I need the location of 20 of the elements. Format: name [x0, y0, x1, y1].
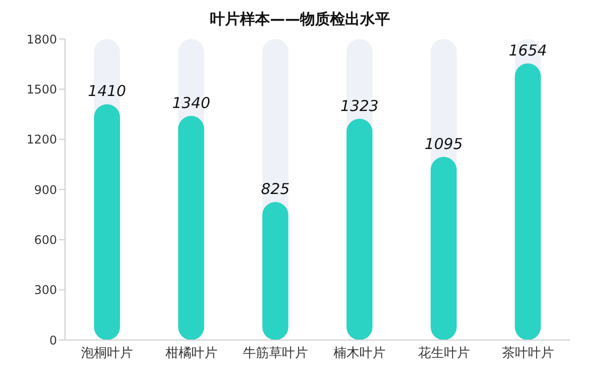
y-tick-label: 300	[34, 283, 57, 298]
x-tick-label: 牛筋草叶片	[242, 346, 308, 362]
y-tick-label: 600	[34, 232, 57, 247]
x-tick-label: 楠木叶片	[334, 346, 386, 362]
y-tick-label: 900	[34, 182, 57, 197]
data-label: 1323	[340, 96, 379, 115]
data-label: 1410	[88, 82, 126, 100]
x-tick-label: 花生叶片	[418, 346, 470, 362]
data-label: 1095	[424, 134, 463, 153]
x-tick-label: 泡桐叶片	[81, 346, 134, 362]
y-tick-label: 1200	[26, 132, 57, 147]
data-label: 1340	[172, 94, 210, 112]
data-label: 1654	[508, 41, 547, 60]
x-tick-label: 茶叶叶片	[502, 346, 554, 362]
y-tick-label: 1500	[26, 82, 57, 96]
x-tick-label: 柑橘叶片	[164, 346, 218, 362]
chart-title: 叶片样本——物质检出水平	[209, 10, 391, 29]
data-label: 825	[261, 180, 290, 198]
y-tick-label: 0	[49, 333, 57, 348]
y-tick-label: 1800	[26, 32, 57, 46]
